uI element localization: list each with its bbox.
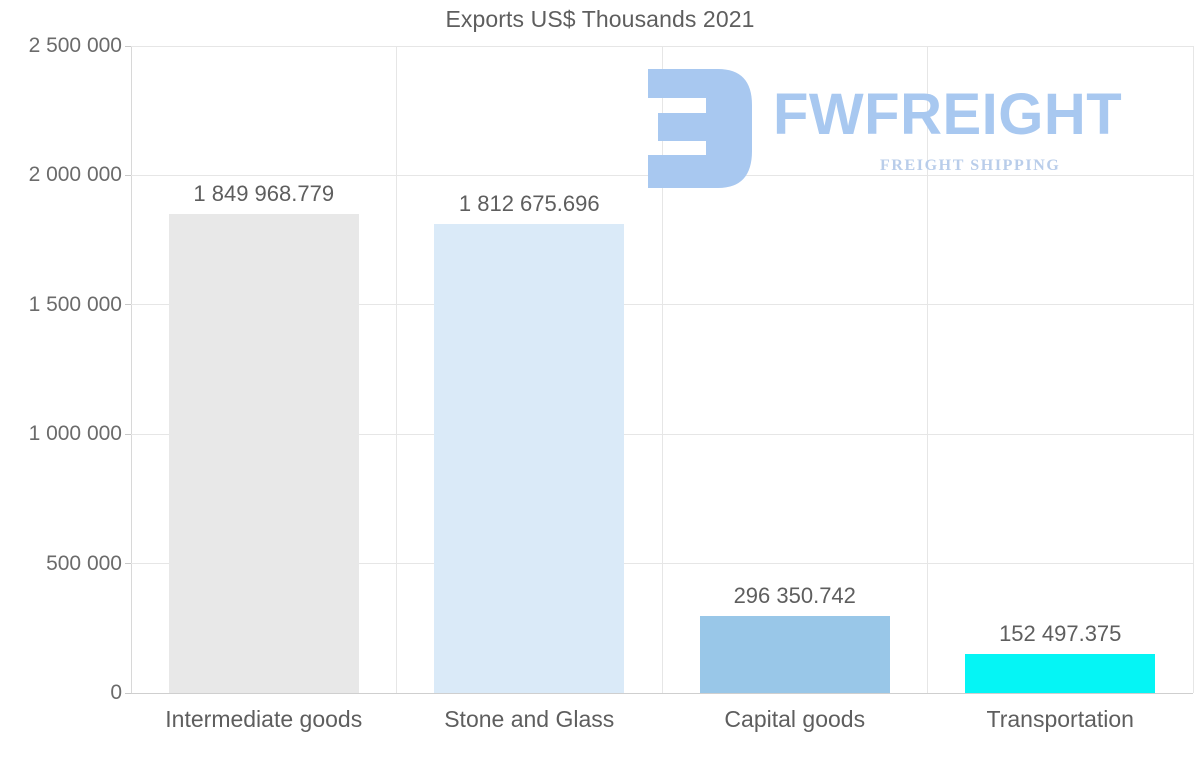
y-axis-tick-mark <box>125 45 131 47</box>
x-axis-category-label: Intermediate goods <box>165 706 363 732</box>
y-axis-tick-mark <box>125 563 131 565</box>
x-axis-category-label: Stone and Glass <box>444 706 615 732</box>
y-axis-tick-mark <box>125 433 131 435</box>
y-axis-tick-label: 1 000 000 <box>28 422 122 446</box>
bar-value-label: 1 849 968.779 <box>193 181 335 207</box>
gridline-vertical <box>661 46 663 693</box>
gridline-vertical <box>927 46 928 693</box>
bar-value-label: 152 497.375 <box>999 620 1122 646</box>
gridline-horizontal <box>131 692 1193 694</box>
plot-area <box>125 45 1194 694</box>
y-axis-tick-label: 2 500 000 <box>28 34 122 57</box>
bar-value-label: 1 812 675.696 <box>458 190 600 216</box>
bar[interactable] <box>965 653 1156 693</box>
gridline-vertical <box>396 46 397 693</box>
chart-title: Exports US$ Thousands 2021 <box>445 6 755 32</box>
bar[interactable] <box>168 214 359 693</box>
y-axis-tick-mark <box>125 692 131 694</box>
bar-value-label: 296 350.742 <box>733 583 856 609</box>
gridline-vertical <box>1192 46 1194 693</box>
bar[interactable] <box>434 223 625 693</box>
x-axis-category-label: Transportation <box>986 706 1134 732</box>
y-axis-tick-mark <box>125 304 131 306</box>
y-axis-tick-label: 0 <box>110 681 122 704</box>
y-axis-tick-mark <box>125 174 131 176</box>
x-axis-category-label: Capital goods <box>724 706 866 732</box>
y-axis-tick-label: 1 500 000 <box>28 292 122 316</box>
y-axis-tick-label: 2 000 000 <box>28 163 122 187</box>
y-axis-tick-label: 500 000 <box>46 551 122 575</box>
y-axis-line <box>131 46 132 693</box>
bar[interactable] <box>699 616 890 693</box>
